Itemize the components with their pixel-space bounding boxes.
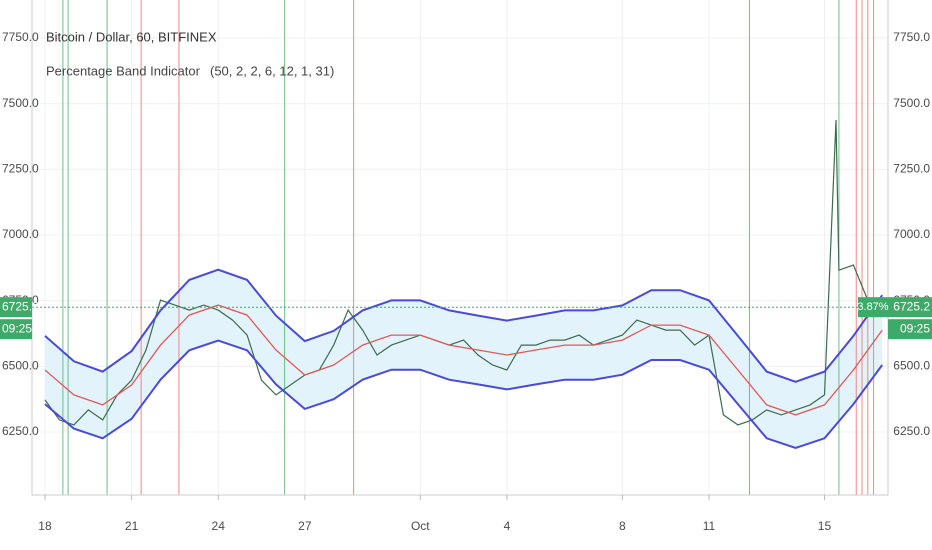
y-tick-label: 7500.0 — [2, 96, 39, 110]
indicator-name: Percentage Band Indicator — [46, 63, 201, 78]
indicator-params: (50, 2, 2, 6, 12, 1, 31) — [210, 63, 334, 78]
labels: 6250.06250.06500.06500.06750.06750.07000… — [0, 30, 932, 533]
y-tick-label-right: 7250.0 — [893, 162, 930, 176]
y-tick-label-right: 7500.0 — [893, 96, 930, 110]
band-width-tag — [858, 297, 888, 318]
last-price-label: 6725.2 — [2, 299, 39, 313]
lower-line — [44, 339, 884, 450]
y-tick-label: 6500.0 — [2, 358, 39, 372]
y-tick-label: 6250.0 — [2, 424, 39, 438]
y-tick-label-right: 6500.0 — [893, 358, 930, 372]
x-tick-label: 8 — [619, 519, 626, 533]
x-tick-label: 21 — [125, 519, 139, 533]
middle-line — [44, 304, 883, 416]
y-tick-label: 7000.0 — [2, 227, 39, 241]
y-tick-label-right: 7750.0 — [893, 30, 930, 44]
band-width-label: 3.87% — [857, 301, 888, 313]
band-fill — [44, 269, 883, 448]
x-tick-label: Oct — [411, 519, 430, 533]
countdown-tag — [888, 319, 932, 340]
x-tick-label: 11 — [703, 519, 716, 533]
last-price-tag — [0, 297, 32, 318]
x-tick-label: 18 — [38, 519, 52, 533]
last-price-label: 6725.2 — [893, 299, 930, 313]
y-tick-label-right: 6250.0 — [893, 424, 930, 438]
y-tick-label-right: 7000.0 — [893, 227, 930, 241]
x-tick-label: 24 — [212, 519, 226, 533]
grid — [32, 0, 888, 495]
y-tick-label: 7250.0 — [2, 162, 39, 176]
x-tick-label: 15 — [818, 519, 832, 533]
price-line — [44, 119, 880, 426]
countdown-label: 09:25 — [2, 321, 32, 335]
plot — [32, 0, 888, 495]
chart-title: Bitcoin / Dollar, 60, BITFINEX — [46, 29, 217, 44]
upper-line — [44, 268, 884, 383]
y-tick-label: 7750.0 — [2, 30, 39, 44]
countdown-label: 09:25 — [900, 321, 930, 335]
last-price-tag — [888, 297, 932, 318]
countdown-tag — [0, 319, 32, 340]
x-tick-label: 27 — [298, 519, 312, 533]
x-tick-label: 4 — [504, 519, 511, 533]
